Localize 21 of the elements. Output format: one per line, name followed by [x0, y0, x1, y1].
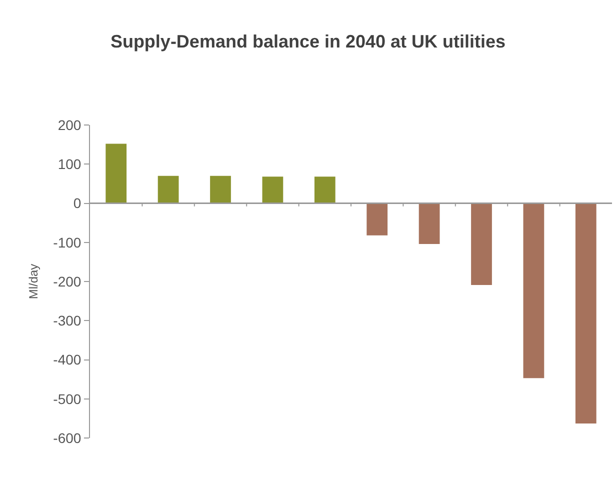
y-tick-label: -100: [53, 234, 82, 250]
bar: [366, 203, 388, 236]
chart-title: Supply-Demand balance in 2040 at UK utilities: [110, 31, 506, 52]
bar: [523, 203, 544, 378]
y-tick-label: -300: [53, 312, 82, 329]
bar: [262, 176, 284, 204]
bar: [158, 176, 179, 204]
bar: [418, 203, 440, 244]
y-tick-label: -400: [53, 352, 82, 368]
y-tick-label: -600: [53, 430, 82, 446]
bar: [471, 203, 492, 286]
bar: [210, 176, 231, 204]
y-tick-label: -200: [53, 273, 82, 290]
y-tick-label: -500: [53, 390, 82, 407]
y-tick-label: 100: [58, 156, 82, 172]
bar: [314, 176, 336, 204]
y-axis-title: Ml/day: [26, 264, 40, 300]
bar: [106, 144, 127, 204]
y-tick-label: 0: [73, 195, 82, 212]
bar: [575, 203, 596, 424]
y-tick-label: 200: [58, 116, 82, 133]
